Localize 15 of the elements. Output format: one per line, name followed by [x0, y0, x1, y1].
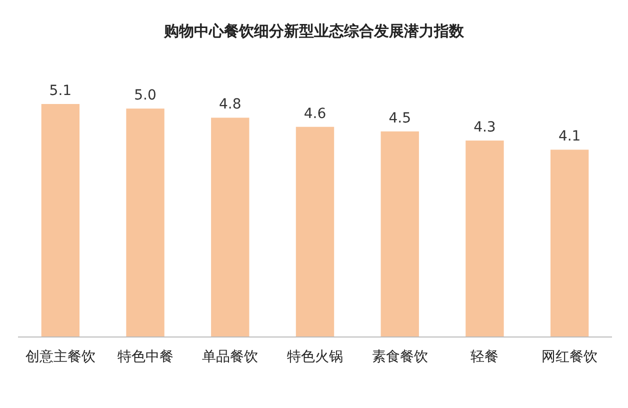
data-label: 4.5	[388, 110, 411, 126]
x-tick-label: 网红餐饮	[542, 349, 598, 365]
x-tick-label: 特色中餐	[117, 349, 174, 365]
data-label: 4.8	[219, 96, 242, 113]
x-tick-label: 创意主餐饮	[25, 349, 96, 365]
data-label: 5.0	[134, 88, 156, 104]
data-label: 5.1	[49, 83, 72, 99]
data-label: 4.6	[304, 106, 326, 122]
x-tick-label: 单品餐饮	[202, 349, 258, 365]
x-tick-label: 特色火锅	[287, 349, 343, 365]
data-label: 4.3	[474, 120, 496, 136]
data-label: 4.1	[558, 128, 581, 145]
x-tick-label: 素食餐饮	[372, 349, 428, 365]
chart-title: 购物中心餐饮细分新型业态综合发展潜力指数	[163, 22, 465, 40]
x-tick-label: 轻餐	[470, 349, 499, 365]
